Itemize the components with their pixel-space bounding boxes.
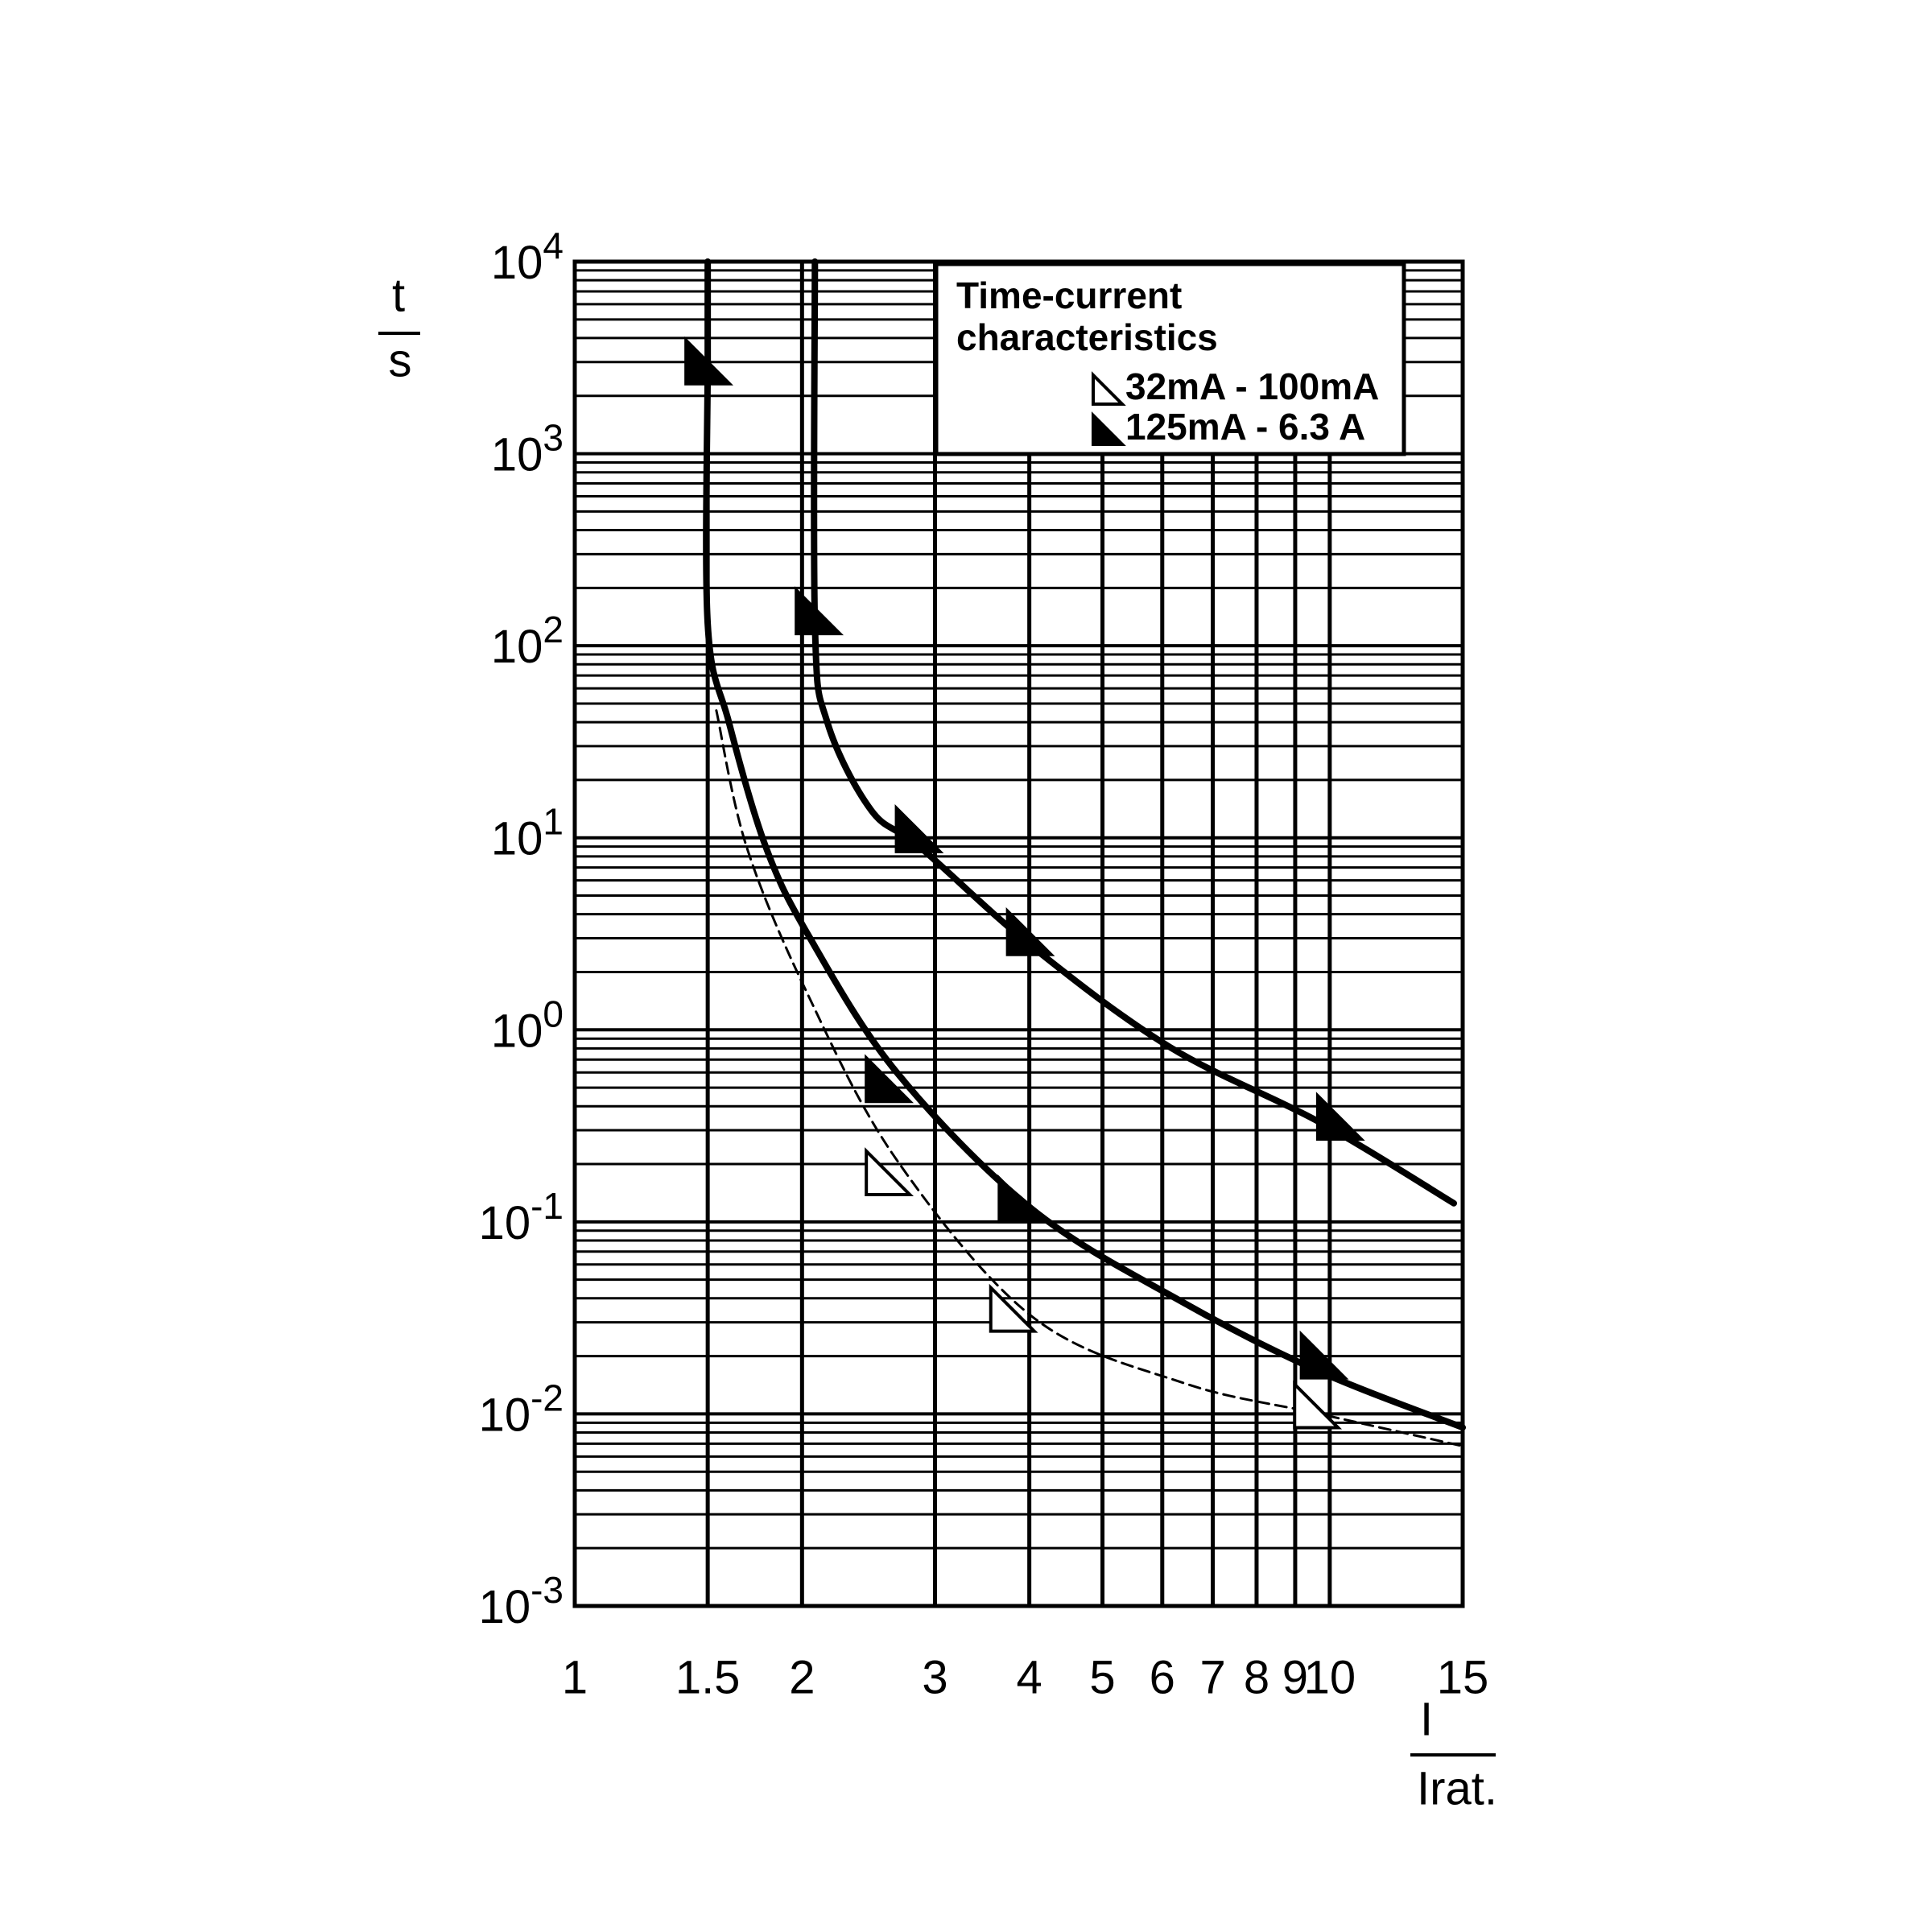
labels: t s I Irat. 10-310-210-11001011021031041… xyxy=(378,225,1497,1814)
y-tick-exponent: 1 xyxy=(543,801,564,843)
y-tick-exponent: -3 xyxy=(530,1569,564,1611)
legend-title: Time-current xyxy=(956,275,1182,316)
x-tick-label: 3 xyxy=(922,1651,947,1703)
y-tick-label: 101 xyxy=(491,801,564,865)
y-tick-label: 10-2 xyxy=(479,1377,564,1442)
marker xyxy=(684,336,733,386)
y-tick-label: 10-1 xyxy=(479,1185,564,1249)
x-tick-label: 15 xyxy=(1437,1651,1489,1703)
curve xyxy=(703,258,1466,1431)
marker xyxy=(1293,1380,1343,1430)
y-label-denominator: s xyxy=(389,334,412,386)
marker xyxy=(865,1054,914,1104)
legend-title: characteristics xyxy=(956,316,1218,358)
y-tick-label: 104 xyxy=(491,225,564,289)
curves xyxy=(684,258,1466,1447)
x-tick-label: 1.5 xyxy=(675,1651,741,1703)
y-tick-exponent: -1 xyxy=(530,1185,564,1227)
marker xyxy=(997,1174,1047,1224)
x-tick-label: 1 xyxy=(562,1651,588,1703)
marker xyxy=(1299,1330,1349,1380)
marker xyxy=(865,1147,914,1196)
marker xyxy=(795,586,844,636)
x-tick-label: 7 xyxy=(1199,1651,1225,1703)
y-tick-label: 103 xyxy=(491,417,564,481)
y-tick-label: 102 xyxy=(491,609,564,673)
legend-marker xyxy=(1092,411,1126,446)
y-tick-base: 10 xyxy=(479,1389,531,1442)
legend-box xyxy=(934,262,1406,456)
x-tick-label: 2 xyxy=(789,1651,815,1703)
x-tick-label: 6 xyxy=(1150,1651,1175,1703)
y-tick-exponent: 4 xyxy=(543,225,564,266)
y-tick-base: 10 xyxy=(491,429,543,481)
y-label-numerator: t xyxy=(392,269,405,321)
x-label-denominator: Irat. xyxy=(1417,1762,1497,1814)
x-tick-label: 4 xyxy=(1017,1651,1042,1703)
y-tick-base: 10 xyxy=(491,1005,543,1058)
marker xyxy=(894,804,944,853)
y-tick-base: 10 xyxy=(491,621,543,673)
y-tick-label: 10-3 xyxy=(479,1569,564,1633)
legend-label: 125mA - 6.3 A xyxy=(1125,406,1365,448)
grid xyxy=(572,259,1465,1608)
x-tick-label: 10 xyxy=(1304,1651,1356,1703)
marker xyxy=(1005,906,1055,956)
y-tick-base: 10 xyxy=(479,1581,531,1633)
y-tick-exponent: 3 xyxy=(543,417,564,459)
y-tick-exponent: -2 xyxy=(530,1377,564,1419)
y-tick-base: 10 xyxy=(491,237,543,289)
plot-frame xyxy=(572,259,1465,1608)
legend-label: 32mA - 100mA xyxy=(1125,365,1379,407)
x-tick-label: 8 xyxy=(1244,1651,1269,1703)
y-tick-exponent: 0 xyxy=(543,993,564,1034)
y-tick-label: 100 xyxy=(491,993,564,1057)
y-tick-base: 10 xyxy=(491,813,543,865)
legend-marker xyxy=(1092,371,1126,406)
x-label-numerator: I xyxy=(1420,1693,1433,1745)
marker xyxy=(989,1283,1038,1333)
curve xyxy=(715,709,1464,1447)
x-tick-label: 9 xyxy=(1282,1651,1308,1703)
y-tick-exponent: 2 xyxy=(543,609,564,650)
x-tick-label: 5 xyxy=(1089,1651,1115,1703)
y-tick-base: 10 xyxy=(479,1197,531,1249)
marker xyxy=(1315,1092,1365,1141)
